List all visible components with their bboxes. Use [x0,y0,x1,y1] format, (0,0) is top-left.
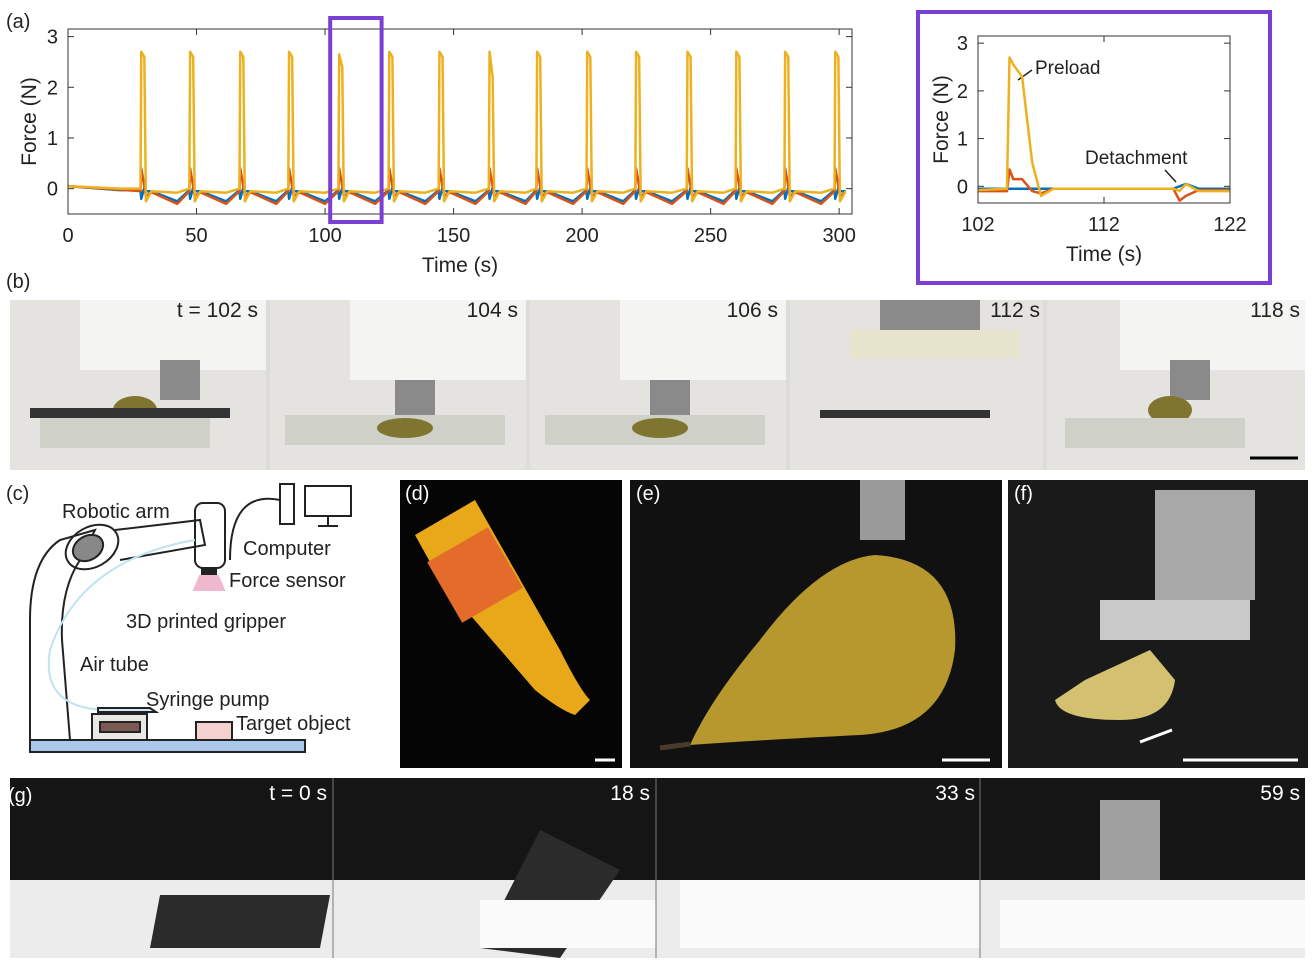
frame-label: t = 102 s [177,299,258,322]
book-page [680,880,980,948]
frame-label: 59 s [1260,782,1300,805]
x-tick-label: 250 [694,225,727,247]
tape [820,410,990,418]
photo-strip-g: (g) t = 0 s 18 s 33 s 59 s [8,778,1305,958]
sensor [395,380,435,415]
annotation: Preload [1035,58,1101,79]
y-tick-label: 1 [47,128,58,150]
annotation-line [1165,170,1176,182]
diagram-label: Syringe pump [146,689,269,711]
x-tick-label: 300 [822,225,855,247]
slide [850,330,1020,358]
frame-label: 106 s [727,299,778,322]
sensor [1170,360,1210,400]
x-tick-label: 50 [185,225,207,247]
frame-label: 104 s [467,299,518,322]
x-tick-label: 0 [62,225,73,247]
photo-frame [790,300,1043,470]
slide [1065,418,1245,448]
frame-label: 112 s [990,299,1040,322]
panel-label: (a) [6,11,30,33]
diagram-label: Computer [243,538,331,560]
y-axis-label: Force (N) [930,75,953,164]
computer-monitor [305,486,351,516]
panel-label: (d) [405,483,429,505]
x-tick-label: 100 [308,225,341,247]
tape [30,408,230,418]
y-tick-label: 0 [957,176,968,198]
y-tick-label: 0 [47,179,58,201]
book-page [1000,900,1305,948]
y-axis-label: Force (N) [18,77,41,166]
book-page [480,900,656,948]
photo-frame [530,300,786,470]
diagram-label: Target object [236,713,351,735]
x-tick-label: 102 [961,214,994,236]
x-tick-label: 112 [1088,214,1120,236]
frame-label: t = 0 s [269,782,327,805]
series-line [978,57,1230,195]
diagram-label: Robotic arm [62,501,170,523]
series-line [68,52,846,202]
force-sensor [202,568,216,576]
photo-frame [1047,300,1305,470]
sensor [650,380,690,415]
photo-frame [10,300,266,470]
pump-window [100,722,140,732]
robot-wrist [195,503,225,568]
diagram-label: 3D printed gripper [126,611,286,633]
annotation: Detachment [1085,148,1188,169]
panel-label: (b) [6,271,30,293]
y-tick-label: 2 [957,81,968,103]
y-tick-label: 2 [47,77,58,99]
y-tick-label: 1 [957,129,968,151]
x-tick-label: 200 [565,225,598,247]
sensor [1155,490,1255,600]
table [30,740,305,752]
target-object [196,722,232,740]
diagram-label: Air tube [80,654,149,676]
slide [40,418,210,448]
panel-label: (c) [6,483,29,505]
x-tick-label: 150 [437,225,470,247]
photo-e: (e) [630,480,1002,768]
sensor [860,480,905,540]
x-tick-label: 122 [1213,214,1246,236]
frame-label: 118 s [1250,299,1300,322]
sensor [160,360,200,400]
figure: (a) (b) (c) Preload Detachment [0,0,1315,961]
diagram-label: Force sensor [229,570,346,592]
x-axis-label: Time (s) [422,254,498,277]
mount [1100,600,1250,640]
frame-label: 33 s [935,782,975,805]
series-line [68,168,846,203]
photo-strip-b: t = 102 s 104 s 106 s 112 s 118 s [10,299,1305,470]
photo-f: (f) [1008,480,1308,768]
y-tick-label: 3 [47,27,58,49]
gripper [632,418,688,438]
computer-stand [318,516,338,526]
computer-tower [280,484,294,524]
gripper [194,576,224,590]
gripper [377,418,433,438]
sensor [1100,800,1160,880]
y-tick-label: 3 [957,33,968,55]
book [150,895,330,948]
panel-label: (g) [8,785,32,807]
photo-frame [270,300,526,470]
x-axis-label: Time (s) [1066,243,1142,266]
panel-label: (f) [1014,483,1033,505]
panel-label: (e) [636,483,660,505]
frame-label: 18 s [610,782,650,805]
photo-d: (d) [400,480,622,768]
